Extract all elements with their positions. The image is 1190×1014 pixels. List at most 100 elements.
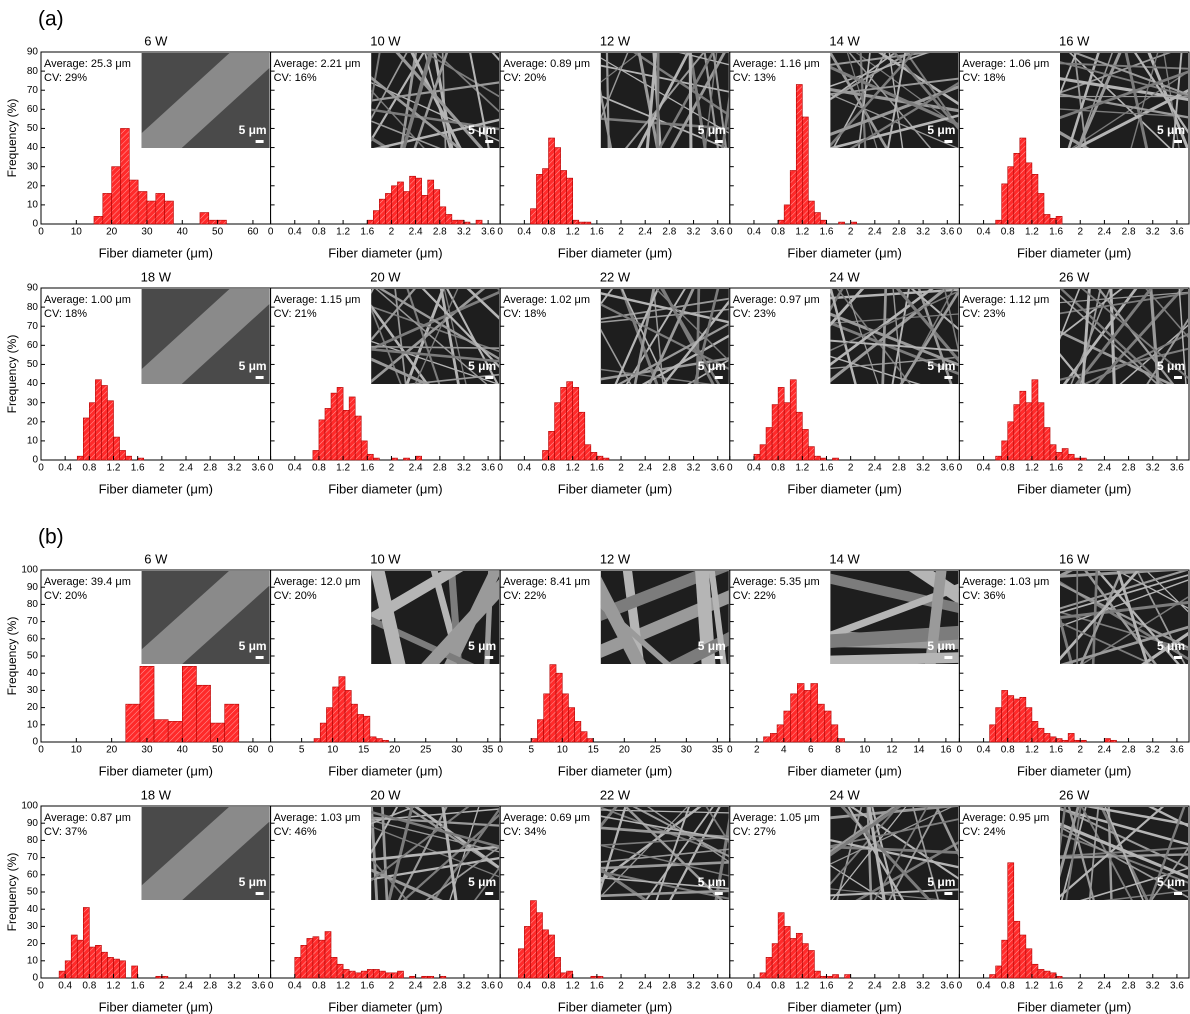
- fiber: [1097, 289, 1175, 384]
- x-tick-label: 5: [299, 745, 305, 756]
- y-tick-label: 80: [27, 302, 39, 313]
- x-tick-label: 1.6: [590, 981, 604, 992]
- fiber: [830, 355, 921, 384]
- fiber: [617, 322, 729, 384]
- fiber: [830, 339, 959, 352]
- histogram-bar: [590, 452, 598, 461]
- fiber: [444, 571, 500, 664]
- histogram-bar: [1001, 939, 1009, 979]
- fiber: [1074, 289, 1153, 384]
- chart-title: 24 W: [829, 269, 860, 284]
- x-tick-label: 0.4: [288, 981, 302, 992]
- fiber: [600, 117, 729, 130]
- fiber: [943, 289, 959, 354]
- fiber: [935, 807, 959, 857]
- fiber: [1072, 53, 1188, 96]
- scale-bar-label: 5 μm: [927, 875, 955, 889]
- histogram-bar: [338, 676, 346, 743]
- y-tick-label: 90: [27, 283, 39, 294]
- cv-annotation: CV: 16%: [274, 72, 317, 84]
- histogram-panel: 0 0.4 0.8 1.2 1.6 2 2.4 2.8 3.2 3.6 26 W Fiber diam…: [957, 787, 1190, 1014]
- x-tick-label: 2.8: [1122, 227, 1136, 238]
- y-tick-label: 60: [27, 633, 39, 644]
- scale-bar: [1174, 140, 1182, 143]
- fiber: [830, 652, 959, 664]
- histogram-bar: [199, 212, 210, 225]
- x-tick-label: 1.6: [360, 463, 374, 474]
- histogram-bar: [753, 453, 761, 461]
- x-tick-label: 2.4: [409, 463, 423, 474]
- fiber: [910, 289, 959, 331]
- fiber: [371, 348, 500, 363]
- chart-title: 22 W: [600, 787, 631, 802]
- histogram-bar: [463, 221, 471, 225]
- y-tick-label: 50: [27, 651, 39, 662]
- y-tick-label: 20: [27, 702, 39, 713]
- histogram-bar: [795, 411, 803, 461]
- histogram-bar: [385, 193, 392, 225]
- fiber: [830, 88, 959, 113]
- fiber: [708, 571, 727, 664]
- fiber: [371, 819, 500, 853]
- x-tick-label: 3.6: [1170, 227, 1184, 238]
- fiber: [1060, 130, 1090, 148]
- fiber: [1076, 53, 1122, 148]
- fiber-texture: [371, 571, 500, 664]
- x-tick-label: 10: [71, 745, 83, 756]
- x-axis-label: Fiber diameter (μm): [787, 763, 901, 778]
- histogram-bar: [838, 221, 845, 225]
- fiber: [1081, 289, 1188, 380]
- sem-inset: 5 μm: [1060, 53, 1188, 148]
- histogram-bar: [797, 683, 805, 743]
- histogram-bar: [196, 684, 211, 743]
- histogram-bar: [155, 975, 163, 979]
- histogram-bar: [208, 219, 218, 225]
- fiber: [899, 289, 959, 384]
- fiber: [871, 807, 897, 900]
- x-tick-label: 50: [212, 227, 224, 238]
- panel-label: (b): [38, 526, 64, 549]
- histogram-bar: [560, 972, 567, 979]
- chart-title: 22 W: [600, 269, 631, 284]
- average-annotation: Average: 1.16 μm: [733, 58, 820, 70]
- fiber: [855, 53, 959, 128]
- fiber-texture: [600, 53, 729, 148]
- sem-inset: 5 μm: [141, 807, 270, 900]
- fiber: [830, 625, 959, 648]
- sem-inset: 5 μm: [371, 807, 500, 900]
- fiber: [830, 53, 897, 100]
- histogram-bar: [1043, 427, 1051, 461]
- scale-bar-label: 5 μm: [927, 123, 955, 137]
- scale-bar-label: 5 μm: [698, 123, 726, 137]
- x-tick-label: 1.6: [131, 981, 145, 992]
- cv-annotation: CV: 34%: [503, 826, 546, 838]
- fiber: [430, 571, 463, 664]
- fiber: [1060, 294, 1159, 384]
- histogram-panel: 0 0.4 0.8 1.2 1.6 2 2.4 2.8 3.2 3.6 12 W Fiber diam…: [497, 33, 731, 260]
- fiber: [1060, 807, 1188, 846]
- fiber: [371, 808, 500, 821]
- histogram-bar: [224, 703, 240, 743]
- x-tick-label: 20: [389, 745, 401, 756]
- histogram-bar: [574, 721, 582, 743]
- x-tick-label: 0: [727, 463, 733, 474]
- fiber: [497, 289, 500, 292]
- histogram-bar: [783, 402, 791, 461]
- y-tick-label: 30: [27, 161, 39, 172]
- x-tick-label: 3.2: [1146, 227, 1160, 238]
- histogram-bar: [820, 975, 827, 979]
- histogram-bar: [1055, 452, 1063, 461]
- x-tick-label: 2.8: [433, 981, 447, 992]
- x-tick-label: 2.8: [892, 981, 906, 992]
- histogram-bar: [554, 147, 561, 225]
- fiber: [830, 290, 959, 352]
- cv-annotation: CV: 18%: [44, 308, 87, 320]
- x-tick-label: 3.2: [916, 463, 930, 474]
- histogram-bar: [1037, 402, 1045, 461]
- x-tick-label: 2: [159, 981, 165, 992]
- histogram-bar: [164, 200, 174, 225]
- cv-annotation: CV: 24%: [962, 826, 1005, 838]
- histogram-bar: [113, 436, 120, 461]
- fiber-texture: [830, 571, 959, 664]
- y-tick-label: 40: [27, 142, 39, 153]
